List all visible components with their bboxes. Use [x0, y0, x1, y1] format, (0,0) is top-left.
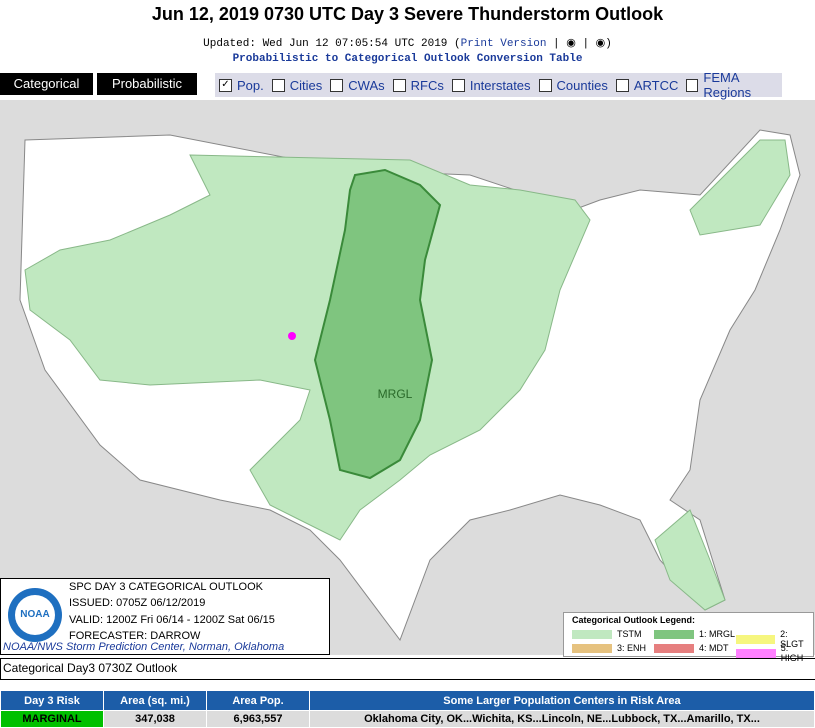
table-cell: 347,038	[103, 710, 207, 728]
risk-table: Day 3 Risk Area (sq. mi.) Area Pop. Some La…	[0, 690, 815, 728]
layer-option[interactable]: FEMA Regions	[686, 70, 782, 100]
marker	[288, 332, 296, 340]
legend-item: 1: MRGL	[654, 629, 735, 639]
layer-option[interactable]: Counties	[538, 77, 608, 93]
layer-option[interactable]: RFCs	[392, 77, 444, 93]
checkbox[interactable]	[451, 78, 465, 92]
layer-label[interactable]: Pop.	[237, 77, 264, 93]
info-line: SPC DAY 3 CATEGORICAL OUTLOOK	[69, 581, 263, 593]
layer-option[interactable]: Interstates	[451, 77, 531, 93]
legend-item: 2: SLGT	[736, 629, 813, 649]
legend-label: 3: ENH	[617, 643, 647, 653]
checkbox[interactable]	[271, 78, 285, 92]
legend-item: 4: MDT	[654, 643, 729, 653]
layer-label[interactable]: Counties	[556, 77, 608, 93]
legend-item: 3: ENH	[572, 643, 646, 653]
info-line: FORECASTER: DARROW	[69, 630, 201, 642]
tab[interactable]: Probabilistic	[97, 73, 197, 95]
checkbox[interactable]: ✓	[219, 78, 232, 92]
checkbox[interactable]	[538, 78, 552, 92]
legend: Categorical Outlook Legend: TSTM 1: MRGL 2…	[563, 612, 814, 663]
table-header: Some Larger Population Centers in Risk A…	[309, 690, 815, 711]
legend-label: 4: MDT	[699, 643, 729, 653]
legend-swatch	[654, 629, 694, 639]
tab[interactable]: Categorical	[0, 73, 93, 95]
mrgl-area	[313, 168, 442, 480]
legend-swatch	[736, 634, 776, 644]
layer-checkboxes: ✓ Pop. Cities CWAs RFCs Interstates Counties AR…	[215, 70, 782, 100]
map: MRGL	[0, 100, 815, 655]
info-credit: NOAA/NWS Storm Prediction Center, Norman…	[3, 641, 285, 653]
layer-option[interactable]: Cities	[271, 77, 323, 93]
legend-label: 2: SLGT	[780, 629, 804, 649]
table-header: Day 3 Risk	[0, 690, 104, 711]
table-header: Area (sq. mi.)	[103, 690, 207, 711]
table-header: Area Pop.	[206, 690, 310, 711]
layer-option[interactable]: ✓ Pop.	[219, 78, 264, 93]
tstm-area	[24, 154, 591, 541]
info-line: ISSUED: 0705Z 06/12/2019	[69, 597, 206, 609]
layer-label[interactable]: FEMA Regions	[703, 70, 752, 100]
legend-item: TSTM	[572, 629, 642, 639]
layer-option[interactable]: ARTCC	[615, 77, 679, 93]
checkbox[interactable]	[686, 78, 699, 92]
updated: Updated: Wed Jun 12 07:05:54 UTC 2019 (P…	[203, 38, 612, 50]
checkbox[interactable]	[392, 78, 406, 92]
logo-text: NOAA	[20, 609, 49, 620]
title: Jun 12, 2019 0730 UTC Day 3 Severe Thund…	[151, 4, 664, 24]
tstm-area	[689, 139, 791, 236]
table-cell: 6,963,557	[206, 710, 310, 728]
legend-title: Categorical Outlook Legend:	[572, 615, 696, 625]
legend-swatch	[572, 643, 612, 653]
risk-label: MRGL	[378, 387, 413, 401]
print-link[interactable]: Print Version	[460, 38, 547, 50]
layer-label[interactable]: ARTCC	[633, 77, 679, 93]
conversion-link[interactable]: Probabilistic to Categorical Outlook Con…	[232, 53, 583, 65]
caption: Categorical Day3 0730Z Outlook	[0, 658, 815, 680]
layer-label[interactable]: Cities	[289, 77, 323, 93]
checkbox[interactable]	[330, 78, 344, 92]
legend-swatch	[572, 629, 612, 639]
layer-label[interactable]: RFCs	[410, 77, 444, 93]
info-line: VALID: 1200Z Fri 06/14 - 1200Z Sat 06/15	[69, 614, 275, 626]
legend-swatch	[736, 648, 776, 658]
tstm-area	[654, 509, 726, 611]
layer-label[interactable]: CWAs	[348, 77, 385, 93]
noaa-logo: NOAA	[8, 588, 62, 642]
legend-label: 1: MRGL	[699, 629, 736, 639]
checkbox[interactable]	[615, 78, 629, 92]
table-cell: MARGINAL	[0, 710, 104, 728]
legend-swatch	[654, 643, 694, 653]
layer-label[interactable]: Interstates	[469, 77, 531, 93]
updated-text: Updated: Wed Jun 12 07:05:54 UTC 2019	[203, 38, 448, 50]
table-cell: Oklahoma City, OK...Wichita, KS...Lincol…	[309, 710, 815, 728]
layer-option[interactable]: CWAs	[330, 77, 385, 93]
legend-label: TSTM	[617, 629, 642, 639]
info-box: NOAA SPC DAY 3 CATEGORICAL OUTLOOK ISSUE…	[0, 578, 330, 655]
